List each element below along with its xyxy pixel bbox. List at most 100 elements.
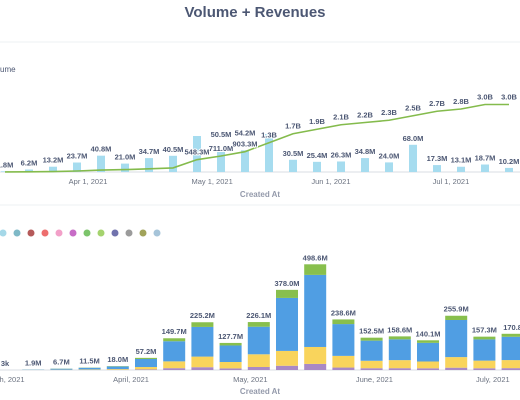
legend-dot [125,229,133,237]
bar-segment [445,315,468,320]
bar-segment [247,326,270,355]
bar-segment [304,274,327,347]
bar-segment [501,336,520,361]
bar-segment [247,367,270,370]
x-tick-label: June, 2021 [356,375,393,384]
data-label: 3.0B [501,92,517,101]
total-label: 6.7M [53,358,70,367]
bar [169,155,177,172]
bar-segment [473,339,496,361]
data-label: 3.0B [477,92,493,101]
bar-segment [445,367,468,370]
bar [145,158,153,172]
bar [361,158,369,172]
bar-segment [445,319,468,358]
bar-segment [163,361,186,369]
x-tick-label: July, 2021 [476,375,510,384]
legend-dot [27,229,35,237]
bar [313,161,321,172]
line [4,103,509,173]
total-label: 127.7M [218,332,243,341]
total-label: 498.6M [303,253,328,262]
bar-segment [78,367,101,370]
bar-segment [135,367,157,370]
total-label: 255.9M [444,305,469,314]
bar-segment [304,363,327,370]
bar [25,169,33,172]
total-label: 152.5M [359,327,384,336]
bar [409,144,417,172]
data-label: 21.0M [115,153,136,162]
x-tick-label: May 1, 2021 [191,177,232,186]
total-label: 149.7M [162,327,187,336]
bar-segment [360,360,383,369]
bar-segment [332,355,355,368]
bar-segment [276,297,298,351]
legend-label: ume [0,65,16,74]
bar-segment [247,322,270,327]
bar-segment [417,361,439,369]
bar-segment [473,336,496,340]
total-label: 225.2M [190,311,215,320]
bar-segment [163,341,186,362]
bar [241,150,249,172]
x-tick-label: Jun 1, 2021 [311,177,350,186]
bar [289,159,297,172]
bar-segment [304,264,327,275]
total-label: 18.0M [107,355,128,364]
data-label: 1.9B [309,117,325,126]
bar-segment [135,357,157,359]
data-label: 1.7B [285,122,301,131]
data-label: 23.7M [67,152,88,161]
bar-segment [276,289,298,298]
bar-segment [106,369,129,370]
bar-segment [501,360,520,369]
bar-segment [332,367,355,370]
bar-segment [332,319,355,325]
bar-segment [219,362,242,369]
bar [73,162,81,172]
data-label: 26.3M [331,150,352,159]
data-label: 17.3M [427,154,448,163]
bar [217,151,225,172]
bar-segment [163,368,186,370]
bar-segment [276,365,298,370]
data-label: 50.5M [211,130,232,139]
total-label: 157.3M [472,326,497,335]
legend-dot [97,229,105,237]
x-axis-title: Created At [240,387,280,396]
total-label: 140.1M [415,329,440,338]
x-tick-label: May, 2021 [233,375,267,384]
bar-segment [332,324,355,356]
total-label: 378.0M [274,279,299,288]
legend-dot [139,229,147,237]
bar [481,164,489,172]
data-label: 13.2M [43,156,64,165]
x-tick-label: h, 2021 [0,375,25,384]
bar-segment [247,354,270,368]
total-label: 158.6M [387,325,412,334]
data-label: 711.0M [209,144,234,153]
data-label: 40.5M [163,145,184,154]
data-label: 2.1B [333,113,349,122]
data-label: 2.2B [357,110,373,119]
data-label: 2.8B [453,97,469,106]
data-label: 1.3B [261,131,277,140]
legend-dot [41,229,49,237]
legend-dot [83,229,91,237]
legend-dot [0,229,7,237]
bar [97,155,105,172]
legend-dot [111,229,119,237]
data-label: 1.8M [0,160,13,169]
bar-segment [360,340,383,361]
bar-segment [219,345,242,363]
data-label: 24.0M [379,151,400,160]
bar-segment [388,339,411,361]
bar-segment [219,342,242,346]
data-label: 34.8M [355,147,376,156]
total-label: 11.5M [79,357,99,366]
data-label: 18.7M [475,154,496,163]
data-label: 34.7M [139,147,160,156]
total-label: 1.9M [25,359,42,368]
